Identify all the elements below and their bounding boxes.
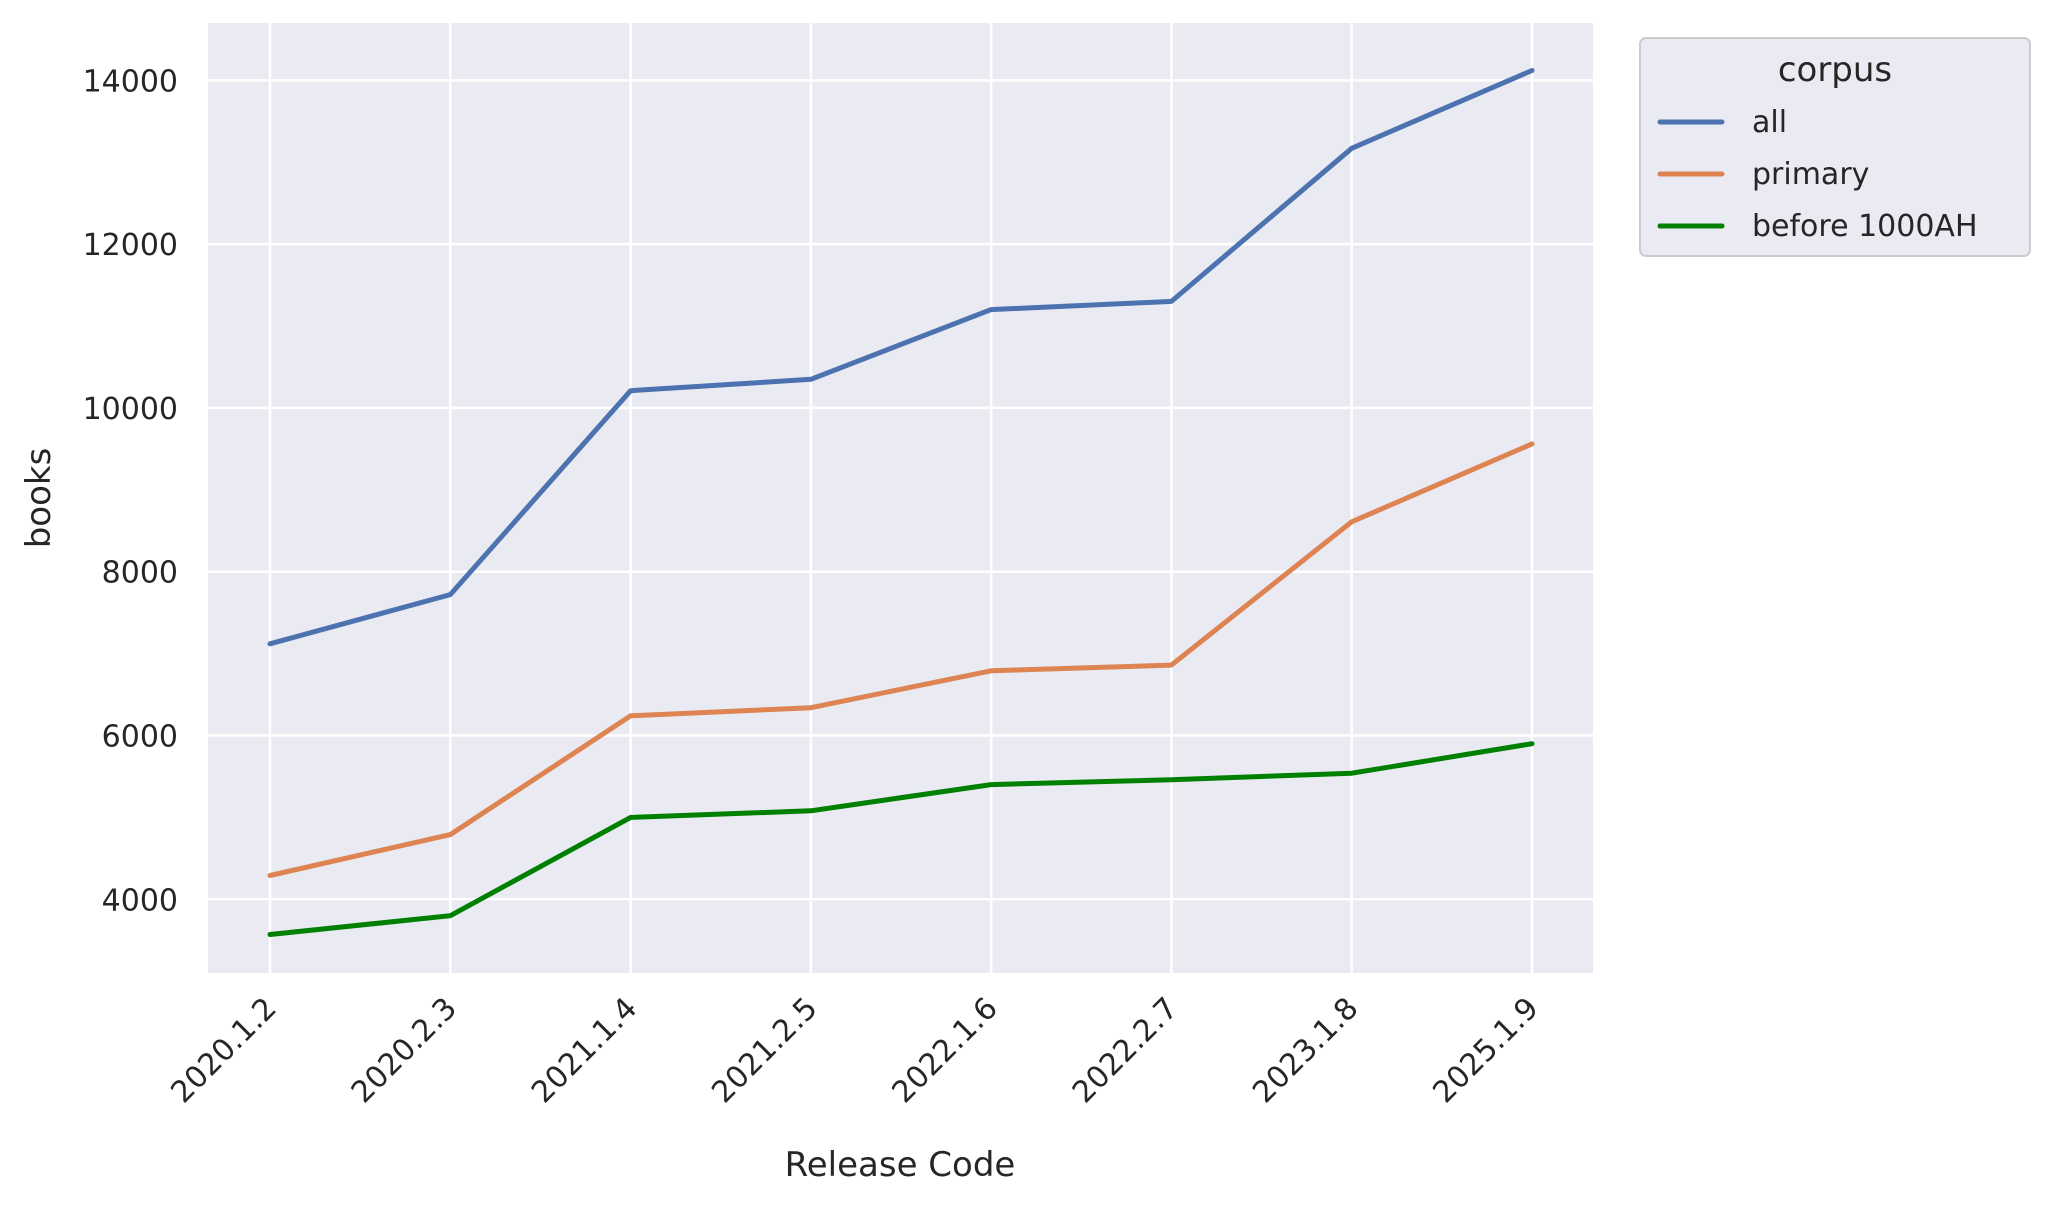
series-line-all — [267, 68, 1535, 647]
y-axis-label: books — [19, 448, 59, 549]
legend: corpus all primary before 1000AH — [1639, 37, 2031, 257]
legend-items: all primary before 1000AH — [1657, 105, 1978, 244]
y-tick-label: 8000 — [102, 556, 178, 591]
x-tick-label: 2022.1.6 — [886, 991, 1005, 1110]
y-tick-label: 10000 — [83, 392, 178, 427]
y-tick-label: 4000 — [102, 883, 178, 918]
series-lines — [267, 68, 1535, 937]
y-tick-label: 14000 — [83, 64, 178, 99]
legend-label: before 1000AH — [1752, 209, 1978, 244]
series-line-before-1000ah — [267, 741, 1535, 937]
x-tick-label: 2021.2.5 — [705, 991, 824, 1110]
y-tick-label: 6000 — [102, 720, 178, 755]
x-tick-label: 2020.2.3 — [345, 991, 464, 1110]
x-tick-label: 2025.1.9 — [1426, 991, 1545, 1110]
grid — [208, 23, 1593, 973]
x-tick-label: 2021.1.4 — [525, 991, 644, 1110]
y-tick-label: 12000 — [83, 228, 178, 263]
plot-area — [208, 23, 1593, 973]
x-axis-label: Release Code — [785, 1145, 1016, 1185]
legend-title: corpus — [1778, 50, 1892, 90]
x-tick-label: 2022.2.7 — [1066, 991, 1185, 1110]
x-tick-label: 2020.1.2 — [164, 991, 283, 1110]
y-axis-ticks: 4000 6000 8000 10000 12000 14000 — [83, 64, 178, 918]
x-axis-ticks: 2020.1.2 2020.2.3 2021.1.4 2021.2.5 2022.1.6… — [164, 991, 1545, 1110]
legend-label: primary — [1752, 157, 1869, 192]
series-line-primary — [267, 441, 1535, 878]
legend-box — [1639, 37, 2031, 257]
x-tick-label: 2023.1.8 — [1246, 991, 1365, 1110]
legend-label: all — [1752, 105, 1787, 140]
